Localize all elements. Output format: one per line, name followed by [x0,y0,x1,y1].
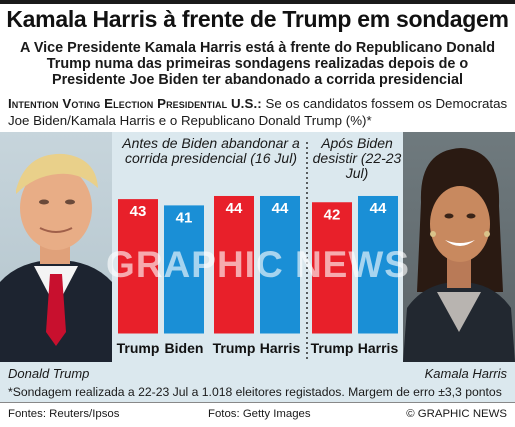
bar-biden-group-1 [164,205,204,334]
question-text: Se os candidatos fossem os Democratas Jo… [8,96,508,128]
trump-photo [0,132,112,362]
caption-harris: Kamala Harris [424,366,507,381]
category-label-biden-group-1: Biden [165,340,204,356]
harris-portrait-illustration [403,148,515,362]
bar-harris-group-2 [260,195,300,334]
value-label-harris-group-2: 44 [272,200,289,217]
category-label-trump-group-3: Trump [311,340,354,356]
bar-harris-group-3 [358,195,398,334]
value-label-trump-group-2: 44 [226,200,243,217]
watermark: GRAPHIC NEWS [106,244,410,285]
subheadline: A Vice Presidente Kamala Harris está à f… [19,40,496,88]
trump-portrait-illustration [0,153,112,362]
bottom-rule [0,402,515,403]
category-label-trump-group-1: Trump [117,340,160,356]
bar-trump-group-2 [214,195,254,334]
caption-trump: Donald Trump [8,366,90,381]
harris-photo [403,132,515,362]
source-credit: Fontes: Reuters/Ipsos [8,408,120,420]
category-label-harris-group-3: Harris [358,340,399,356]
bar-trump-group-3 [312,202,352,334]
value-label-harris-group-3: 44 [370,200,387,217]
bar-trump-group-1 [118,199,158,334]
period-label-after: Após Biden desistir (22-23 Jul) [312,135,402,181]
bars-layer: 43 Trump 41 Biden 44 Trump 44 Harris 42 Trump 44 Ha… [112,195,403,356]
poll-bar-chart: 43 Trump 41 Biden 44 Trump 44 Harris 42 Trump 44 Ha… [106,142,410,362]
question-label: Intention Voting Election Presidential U… [8,96,262,111]
value-label-biden-group-1: 41 [176,209,193,226]
value-label-trump-group-1: 43 [130,203,147,220]
top-rule [0,0,515,4]
headline: Kamala Harris à frente de Trump em sonda… [6,6,509,32]
category-label-trump-group-2: Trump [213,340,256,356]
footnote: *Sondagem realizada a 22-23 Jul a 1.018 … [8,385,502,399]
copyright: © GRAPHIC NEWS [406,408,507,420]
question-strip [0,94,515,132]
value-label-trump-group-3: 42 [324,206,341,223]
period-label-before: Antes de Biden abandonar a corrida presi… [122,135,300,166]
photo-credit: Fotos: Getty Images [208,408,311,420]
chart-question: Intention Voting Election Presidential U… [8,95,513,129]
category-label-harris-group-2: Harris [260,340,301,356]
